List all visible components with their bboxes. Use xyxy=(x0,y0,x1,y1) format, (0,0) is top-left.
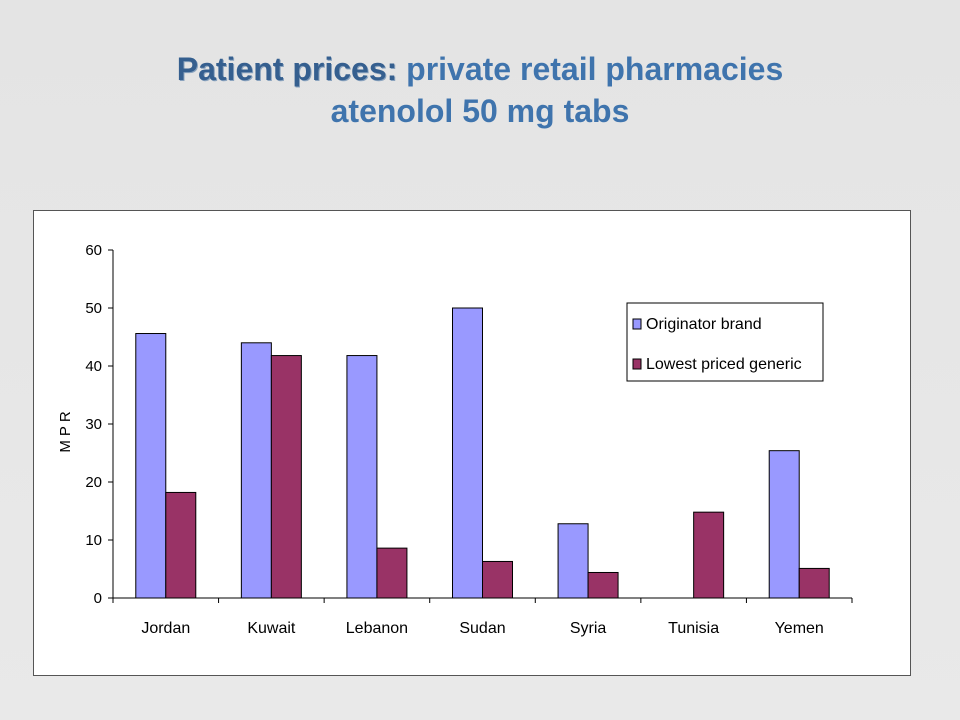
y-tick-label: 20 xyxy=(85,474,102,491)
legend-swatch xyxy=(632,358,642,370)
bar-originator-lebanon xyxy=(346,355,378,599)
title-line-2: atenolol 50 mg tabs xyxy=(330,93,630,129)
bar-originator-jordan xyxy=(135,333,167,599)
bar-originator-yemen xyxy=(768,450,800,599)
y-tick-label: 10 xyxy=(85,532,102,549)
bar-generic-tunisia xyxy=(693,511,725,599)
category-label: Syria xyxy=(570,620,607,637)
bar-generic-lebanon xyxy=(376,547,408,599)
bar-originator-syria xyxy=(557,523,589,599)
category-label: Yemen xyxy=(775,620,824,637)
category-label: Kuwait xyxy=(247,620,296,637)
legend-box xyxy=(626,302,824,382)
legend-label: Lowest priced generic xyxy=(646,356,802,373)
category-label: Sudan xyxy=(459,620,505,637)
y-tick-label: 60 xyxy=(85,242,102,259)
bar-originator-kuwait xyxy=(240,342,272,599)
bar-originator-sudan xyxy=(452,307,483,599)
y-tick-label: 30 xyxy=(85,416,102,433)
y-axis-label: MPR xyxy=(57,407,74,452)
legend-label: Originator brand xyxy=(646,316,762,333)
category-label: Lebanon xyxy=(346,620,408,637)
y-tick-label: 50 xyxy=(85,300,102,317)
chart-frame: 0 10 20 30 40 50 60 MPR Jordan Kuwait Lebanon Sudan… xyxy=(33,210,911,676)
y-tick-label: 40 xyxy=(85,358,102,375)
title-prefix: Patient prices: xyxy=(176,51,398,87)
bar-generic-kuwait xyxy=(270,355,302,599)
slide-title: Patient prices: private retail pharmacie… xyxy=(0,48,960,132)
bar-chart: 0 10 20 30 40 50 60 MPR Jordan Kuwait Lebanon Sudan… xyxy=(57,242,853,637)
title-rest: private retail pharmacies xyxy=(397,51,784,87)
category-label: Tunisia xyxy=(668,620,719,637)
y-tick-label: 0 xyxy=(94,590,102,607)
bar-generic-sudan xyxy=(482,560,513,599)
bar-generic-yemen xyxy=(798,567,830,599)
title-line-1: Patient prices: private retail pharmacie… xyxy=(0,48,960,90)
bar-generic-syria xyxy=(587,571,619,599)
legend-swatch xyxy=(632,318,642,330)
category-label: Jordan xyxy=(141,620,190,637)
bar-generic-jordan xyxy=(165,491,197,599)
